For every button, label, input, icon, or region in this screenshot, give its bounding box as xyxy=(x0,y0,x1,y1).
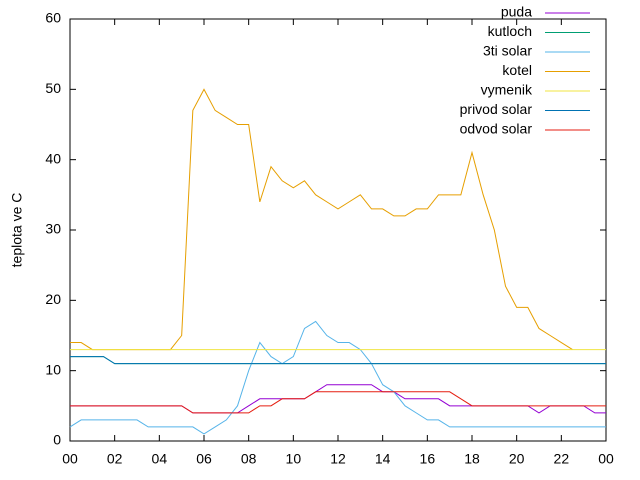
y-tick-label: 10 xyxy=(45,361,61,377)
legend-label: 3ti solar xyxy=(483,43,532,59)
y-tick-label: 0 xyxy=(53,432,61,448)
x-tick-label: 00 xyxy=(62,451,78,467)
x-tick-label: 06 xyxy=(196,451,212,467)
x-tick-label: 10 xyxy=(286,451,302,467)
x-tick-label: 22 xyxy=(554,451,570,467)
series-line xyxy=(69,320,606,435)
x-tick-label: 18 xyxy=(464,451,480,467)
y-tick-label: 30 xyxy=(45,221,61,237)
y-tick-label: 60 xyxy=(45,10,61,26)
series-line xyxy=(70,391,606,414)
x-tick-label: 02 xyxy=(107,451,123,467)
y-axis-label: teplota ve C xyxy=(9,193,25,268)
legend-label: odvod solar xyxy=(460,121,533,137)
y-tick-label: 40 xyxy=(45,150,61,166)
legend-label: privod solar xyxy=(460,101,533,117)
x-tick-label: 14 xyxy=(375,451,391,467)
y-tick-label: 20 xyxy=(45,291,61,307)
series-line xyxy=(70,356,606,365)
x-tick-label: 00 xyxy=(598,451,614,467)
legend-label: vymenik xyxy=(481,82,533,98)
x-tick-label: 04 xyxy=(152,451,168,467)
x-tick-label: 08 xyxy=(241,451,257,467)
legend-label: kutloch xyxy=(488,23,532,39)
y-tick-label: 50 xyxy=(45,80,61,96)
legend-label: puda xyxy=(501,4,532,20)
x-tick-label: 12 xyxy=(330,451,346,467)
legend-label: kotel xyxy=(502,62,532,78)
series-line xyxy=(70,356,606,365)
x-tick-label: 20 xyxy=(509,451,525,467)
x-tick-label: 16 xyxy=(420,451,436,467)
series-line xyxy=(70,384,606,414)
